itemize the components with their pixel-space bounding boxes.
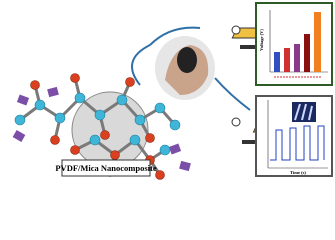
y-axis-label: Voltage (V) [259,29,264,51]
composite-label: PVDF/Mica Nanocomposite [55,163,157,173]
zoom-circle [71,91,149,169]
x-axis-label: Time (s) [290,170,306,175]
carbon-atoms [14,92,181,156]
graphical-abstract: Voltage (V) Time (s) PVDF/Mica Nanocompo… [12,2,333,180]
arrows [131,26,251,111]
response-inset: Time (s) [255,95,333,177]
device-photo [155,36,215,100]
label-box [61,159,151,177]
voltage-inset: Voltage (V) [255,2,333,86]
